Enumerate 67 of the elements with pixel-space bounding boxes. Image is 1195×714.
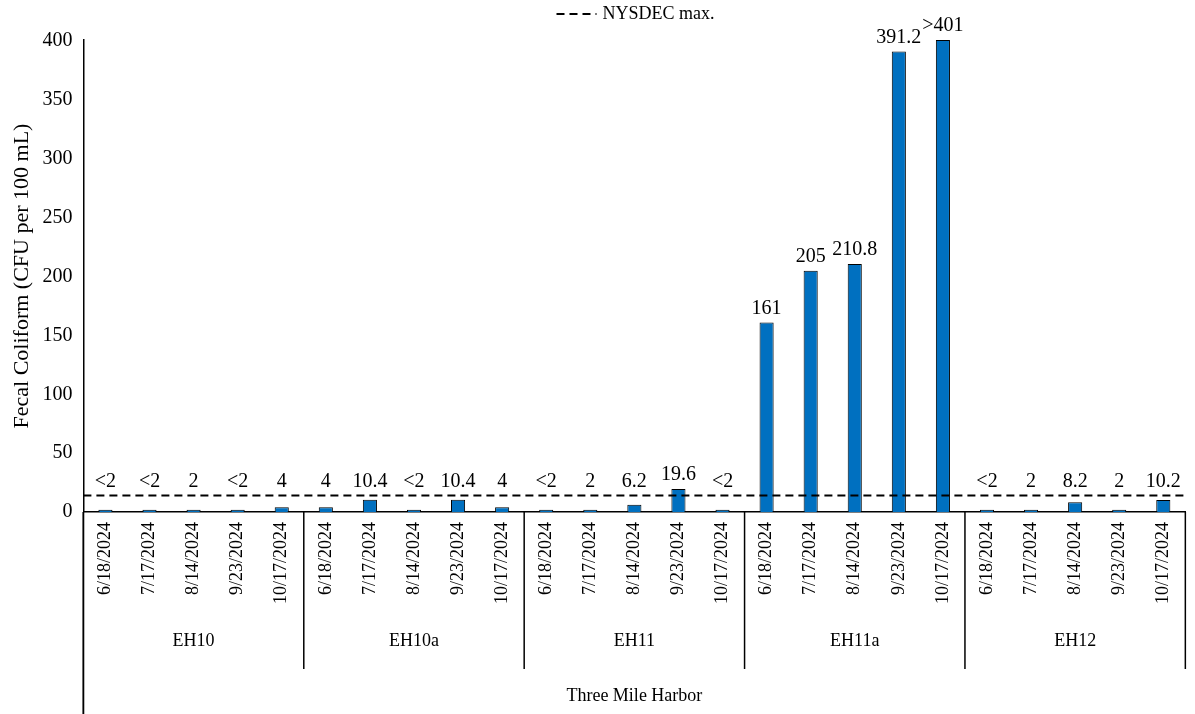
y-tick-label: 150 bbox=[42, 322, 73, 345]
data-label: 4 bbox=[276, 468, 287, 491]
x-tick-label: 7/17/2024 bbox=[799, 522, 820, 596]
data-label: 205 bbox=[795, 243, 826, 266]
x-tick-label: 7/17/2024 bbox=[358, 522, 379, 596]
x-tick-label: 7/17/2024 bbox=[579, 522, 600, 596]
x-tick-label: 9/23/2024 bbox=[667, 522, 688, 596]
data-label: 2 bbox=[585, 468, 596, 491]
x-tick-label: 9/23/2024 bbox=[1107, 522, 1128, 596]
x-tick-label: 8/14/2024 bbox=[402, 522, 423, 596]
x-tick-label: 6/18/2024 bbox=[755, 522, 776, 596]
text: Three Mile Harbor bbox=[566, 684, 703, 705]
data-label: <2 bbox=[711, 468, 734, 491]
x-tick-label: 10/17/2024 bbox=[931, 522, 952, 605]
data-label: 2 bbox=[1114, 468, 1125, 491]
data-label: 210.8 bbox=[832, 237, 878, 260]
data-label: <2 bbox=[94, 468, 117, 491]
text: EH10a bbox=[388, 629, 439, 650]
legend-label: NYSDEC max. bbox=[602, 2, 715, 23]
x-tick-label: 7/17/2024 bbox=[1019, 522, 1040, 596]
y-tick-label: 0 bbox=[62, 499, 73, 522]
y-tick-label: 50 bbox=[52, 440, 73, 463]
text: EH12 bbox=[1054, 629, 1097, 650]
data-label: <2 bbox=[403, 468, 425, 491]
data-label: <2 bbox=[138, 468, 161, 491]
x-tick-label: 8/14/2024 bbox=[623, 522, 644, 596]
data-label: 161 bbox=[751, 295, 782, 318]
x-tick-label: 6/18/2024 bbox=[314, 522, 335, 596]
x-tick-label: 9/23/2024 bbox=[226, 522, 247, 596]
data-label: 6.2 bbox=[621, 468, 647, 491]
y-tick-label: 350 bbox=[42, 87, 73, 110]
x-tick-label: 10/17/2024 bbox=[490, 522, 511, 605]
x-tick-label: 10/17/2024 bbox=[711, 522, 732, 605]
data-label: 2 bbox=[1026, 468, 1037, 491]
data-label: <2 bbox=[535, 468, 557, 491]
x-tick-label: 10/17/2024 bbox=[270, 522, 291, 605]
x-tick-label: 6/18/2024 bbox=[94, 522, 115, 596]
data-label: <2 bbox=[976, 468, 998, 491]
y-tick-label: 100 bbox=[42, 381, 73, 404]
text: EH11 bbox=[613, 629, 656, 650]
data-label: 19.6 bbox=[660, 462, 696, 485]
data-label: 2 bbox=[188, 468, 199, 491]
y-tick-label: 400 bbox=[42, 28, 73, 51]
text: EH11a bbox=[830, 629, 880, 650]
data-label: >401 bbox=[922, 13, 964, 36]
x-tick-label: 9/23/2024 bbox=[887, 522, 908, 596]
data-label: 4 bbox=[320, 468, 331, 491]
data-label: 8.2 bbox=[1062, 468, 1088, 491]
x-tick-label: 7/17/2024 bbox=[138, 522, 159, 596]
y-tick-label: 250 bbox=[42, 204, 73, 227]
x-tick-label: 8/14/2024 bbox=[843, 522, 864, 596]
x-tick-label: 6/18/2024 bbox=[975, 522, 996, 596]
x-tick-label: 6/18/2024 bbox=[534, 522, 555, 596]
x-tick-label: 8/14/2024 bbox=[182, 522, 203, 596]
y-axis-title: Fecal Coliform (CFU per 100 mL) bbox=[7, 123, 33, 429]
x-tick-label: 10/17/2024 bbox=[1152, 522, 1173, 605]
data-label: 10.2 bbox=[1145, 468, 1181, 491]
data-label: 10.4 bbox=[352, 468, 388, 491]
data-label: 391.2 bbox=[876, 24, 922, 47]
x-tick-label: 8/14/2024 bbox=[1063, 522, 1084, 596]
y-tick-label: 200 bbox=[42, 263, 73, 286]
y-tick-label: 300 bbox=[42, 146, 73, 169]
data-label: 10.4 bbox=[440, 468, 476, 491]
x-tick-label: 9/23/2024 bbox=[446, 522, 467, 596]
data-label: 4 bbox=[497, 468, 508, 491]
text: EH10 bbox=[172, 629, 215, 650]
data-label: <2 bbox=[227, 468, 249, 491]
